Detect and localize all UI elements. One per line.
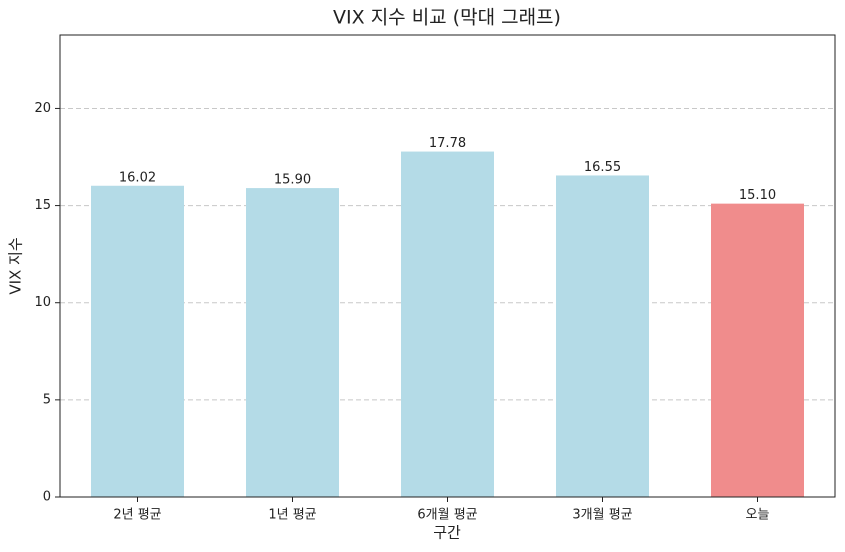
data-label: 16.55 <box>584 160 621 175</box>
x-tick-label: 6개월 평균 <box>417 508 477 523</box>
y-tick-label: 15 <box>34 198 51 213</box>
bar <box>246 188 339 497</box>
bar <box>401 151 494 497</box>
bar <box>556 175 649 498</box>
data-label: 15.90 <box>274 173 311 188</box>
plot-frame <box>59 34 836 498</box>
y-tick-label: 20 <box>34 101 51 116</box>
y-axis-label: VIX 지수 <box>7 237 25 294</box>
data-label: 17.78 <box>429 136 466 151</box>
bar <box>91 185 184 498</box>
x-axis-label: 구간 <box>433 524 461 542</box>
y-tick-label: 0 <box>43 490 51 505</box>
y-tick-label: 10 <box>34 295 51 310</box>
bar <box>711 203 804 497</box>
chart-title: VIX 지수 비교 (막대 그래프) <box>333 7 561 29</box>
x-tick-label: 오늘 <box>746 508 770 523</box>
x-tick-label: 3개월 평균 <box>572 508 632 523</box>
data-label: 15.10 <box>739 188 776 203</box>
data-label: 16.02 <box>119 170 156 185</box>
x-tick-label: 1년 평균 <box>268 508 316 523</box>
y-tick-label: 5 <box>43 392 51 407</box>
x-tick-label: 2년 평균 <box>113 508 161 523</box>
